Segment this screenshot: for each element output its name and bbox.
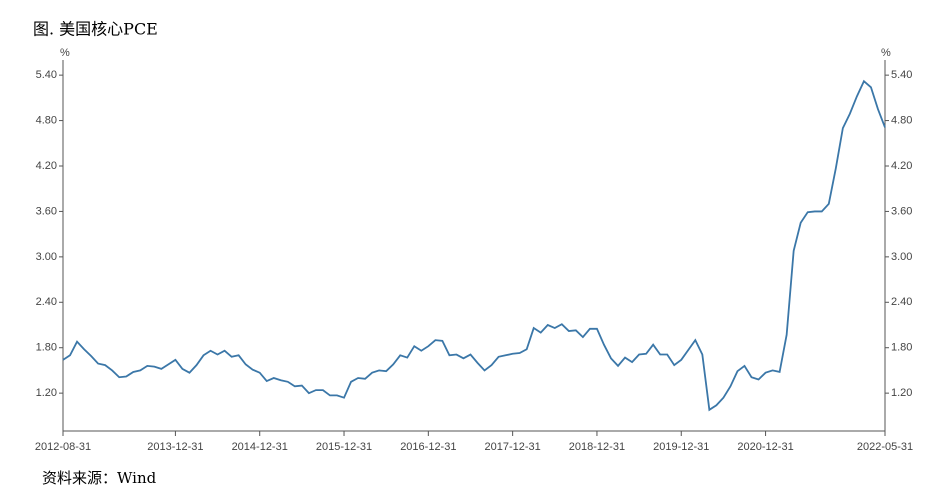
- x-tick-label: 2012-08-31: [35, 441, 91, 453]
- y2-unit: %: [881, 47, 891, 59]
- x-tick-label: 2014-12-31: [232, 441, 288, 453]
- y2-tick-label: 2.40: [891, 296, 912, 308]
- chart-title: 图. 美国核心PCE: [33, 20, 158, 39]
- y-tick-label: 3.60: [36, 205, 57, 217]
- x-tick-label: 2013-12-31: [147, 441, 203, 453]
- y2-tick-label: 5.40: [891, 69, 912, 81]
- y-tick-label: 3.00: [36, 251, 57, 263]
- y-tick-label: 4.20: [36, 160, 57, 172]
- line-series: [62, 79, 886, 412]
- x-tick-label: 2019-12-31: [653, 441, 709, 453]
- y-tick-label: 5.40: [36, 69, 57, 81]
- x-tick-label: 2018-12-31: [569, 441, 625, 453]
- y-tick-label: 4.80: [36, 114, 57, 126]
- y2-tick-label: 4.20: [891, 160, 912, 172]
- y2-tick-label: 1.20: [891, 387, 912, 399]
- x-tick-label: 2017-12-31: [485, 441, 541, 453]
- y2-tick-label: 1.80: [891, 342, 912, 354]
- y-tick-label: 1.20: [36, 387, 57, 399]
- x-tick-label: 2016-12-31: [400, 441, 456, 453]
- y2-tick-label: 4.80: [891, 114, 912, 126]
- y2-tick-label: 3.60: [891, 205, 912, 217]
- x-tick-label: 2015-12-31: [316, 441, 372, 453]
- y-tick-label: 2.40: [36, 296, 57, 308]
- x-tick-label: 2022-05-31: [857, 441, 913, 453]
- x-tick-label: 2020-12-31: [737, 441, 793, 453]
- source: 资料来源：Wind: [42, 469, 157, 487]
- y-unit: %: [60, 47, 70, 59]
- y-tick-label: 1.80: [36, 342, 57, 354]
- y2-tick-label: 3.00: [891, 251, 912, 263]
